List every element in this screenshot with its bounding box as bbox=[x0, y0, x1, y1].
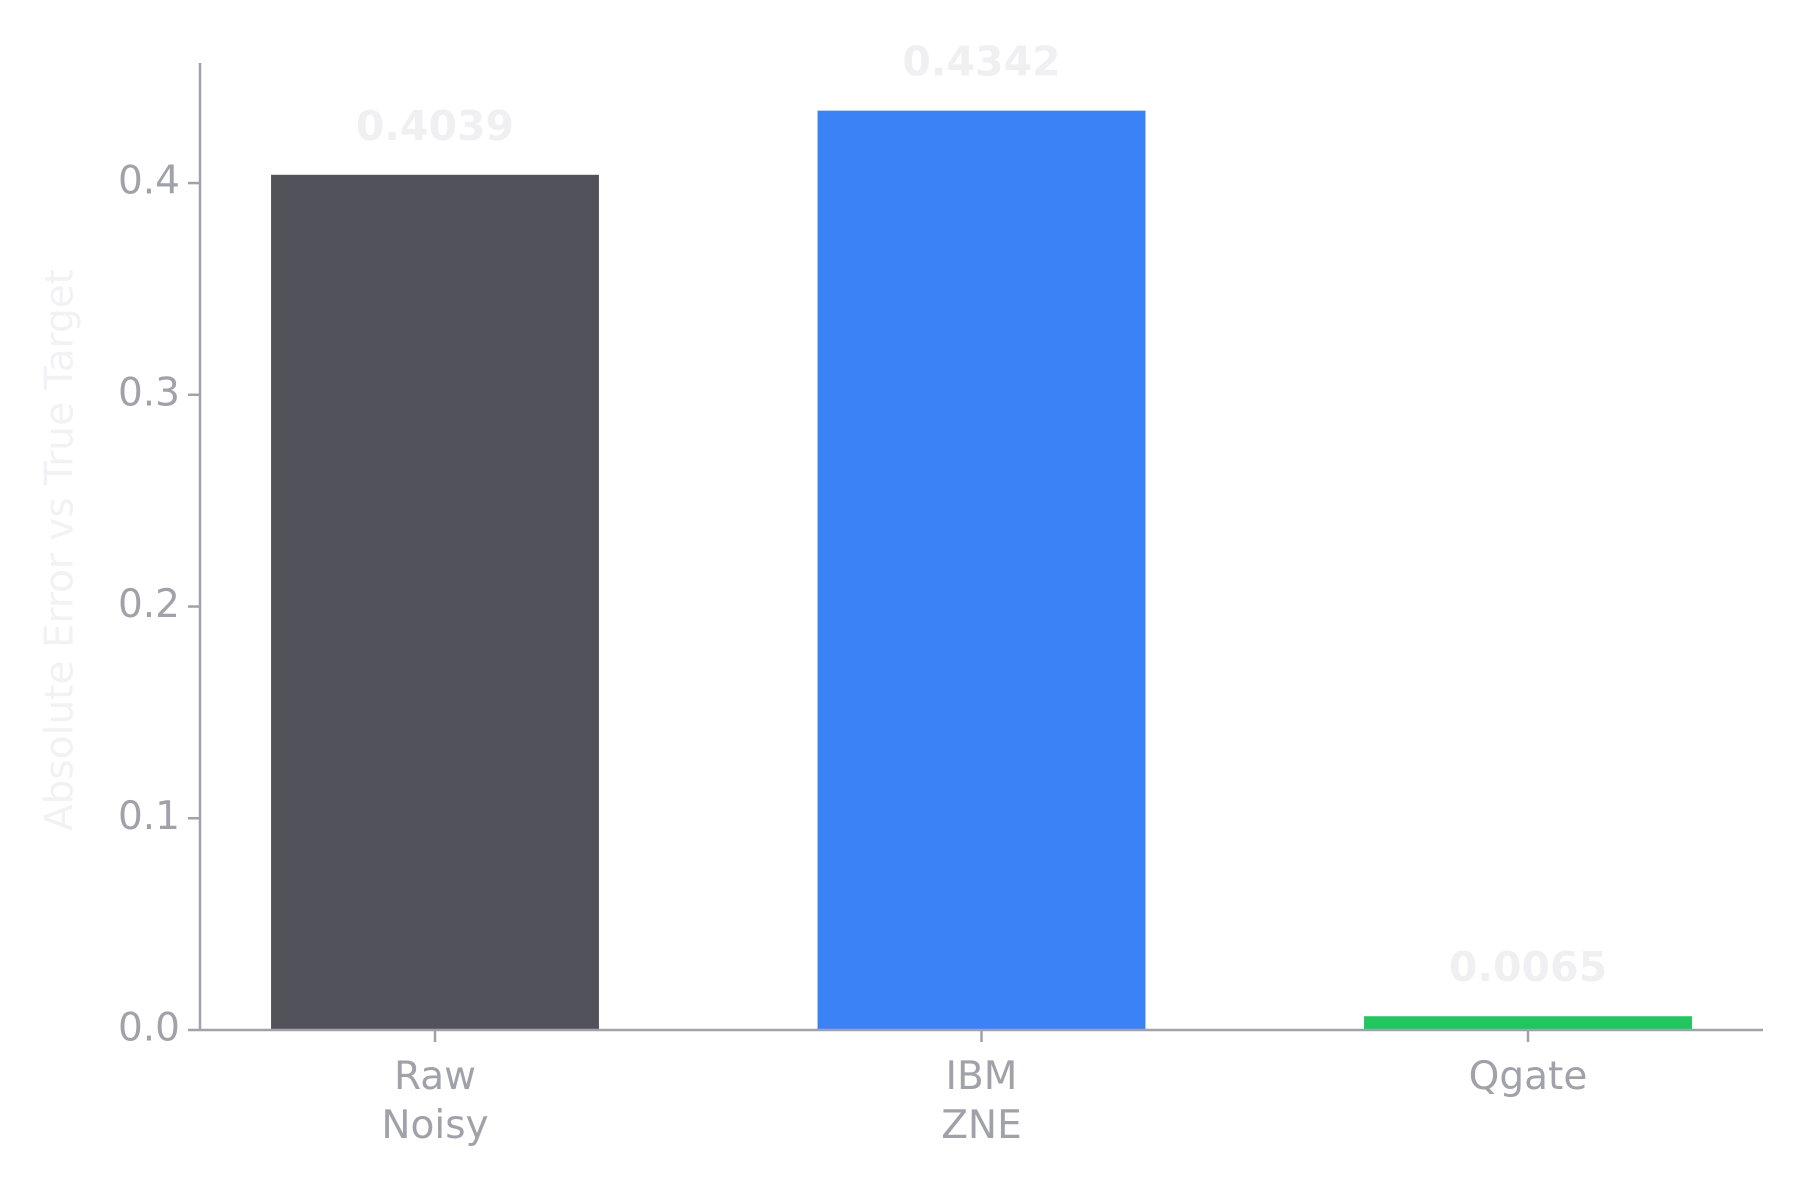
value-label: 0.0065 bbox=[1449, 943, 1607, 991]
y-tick-label: 0.3 bbox=[118, 370, 180, 415]
y-tick-label: 0.4 bbox=[118, 159, 180, 204]
value-label: 0.4039 bbox=[356, 102, 514, 150]
y-tick-label: 0.1 bbox=[118, 794, 180, 839]
y-tick-label: 0.0 bbox=[118, 1006, 180, 1051]
bar bbox=[271, 174, 599, 1030]
bar bbox=[1364, 1016, 1692, 1030]
y-tick-label: 0.2 bbox=[118, 582, 180, 627]
y-axis-label: Absolute Error vs True Target bbox=[38, 269, 83, 831]
bar bbox=[817, 110, 1146, 1030]
value-label: 0.4342 bbox=[902, 38, 1060, 86]
x-tick-label: IBM ZNE bbox=[941, 1054, 1022, 1148]
x-tick-label: Qgate bbox=[1468, 1054, 1588, 1099]
x-tick-label: Raw Noisy bbox=[381, 1054, 489, 1148]
